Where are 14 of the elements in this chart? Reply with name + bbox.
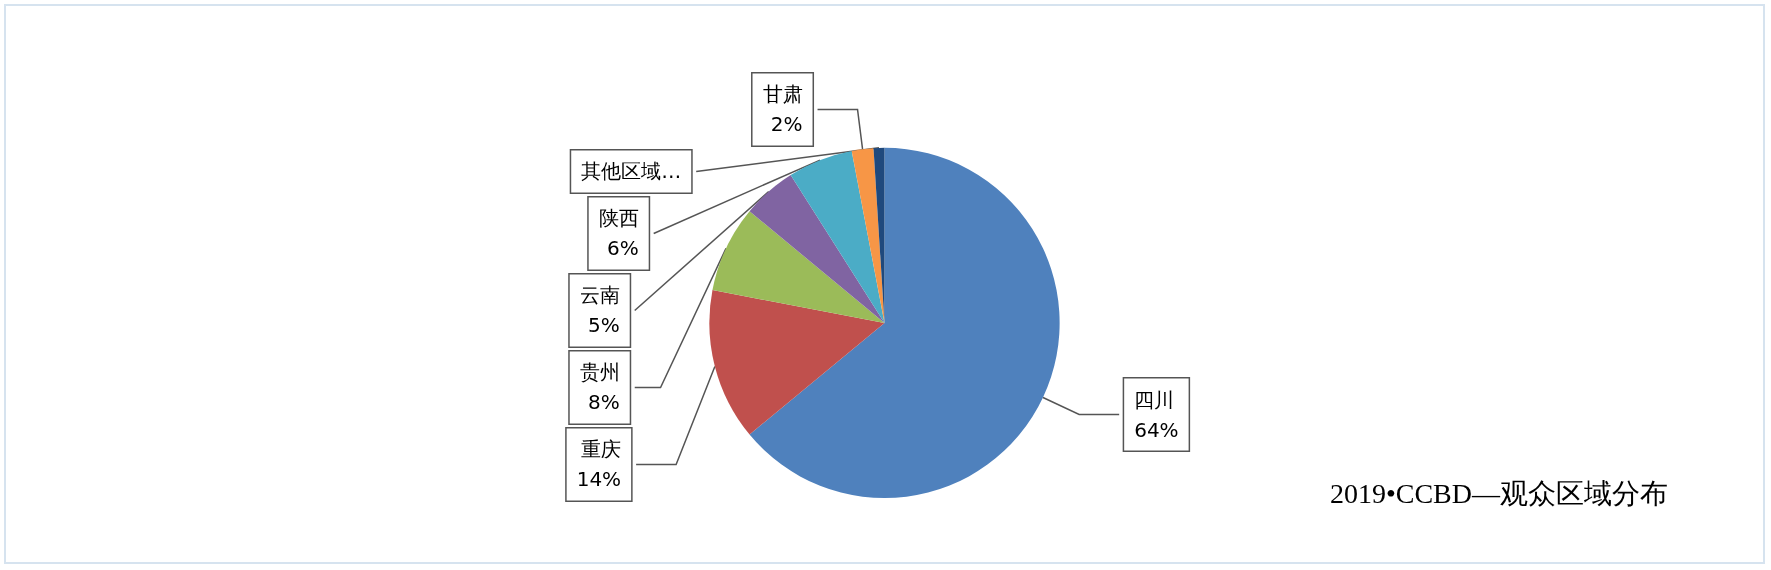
slice-label: 云南 [579,283,620,308]
slice-label: 其他区域… [581,159,682,184]
data-label: 5% [587,313,620,338]
slice-label: 甘肃 [762,82,803,107]
data-label: 6% [606,236,639,261]
slice-label: 四川 [1134,387,1175,412]
slice-label: 重庆 [581,437,622,462]
data-label: 8% [587,390,620,415]
data-label: 64% [1134,417,1179,442]
text: 2019•CCBD—观众区域分布 [1329,477,1669,509]
data-label: 2% [770,112,803,137]
slice-label: 陕西 [598,206,639,231]
slice-label: 贵州 [579,360,620,385]
data-label: 14% [576,467,622,492]
